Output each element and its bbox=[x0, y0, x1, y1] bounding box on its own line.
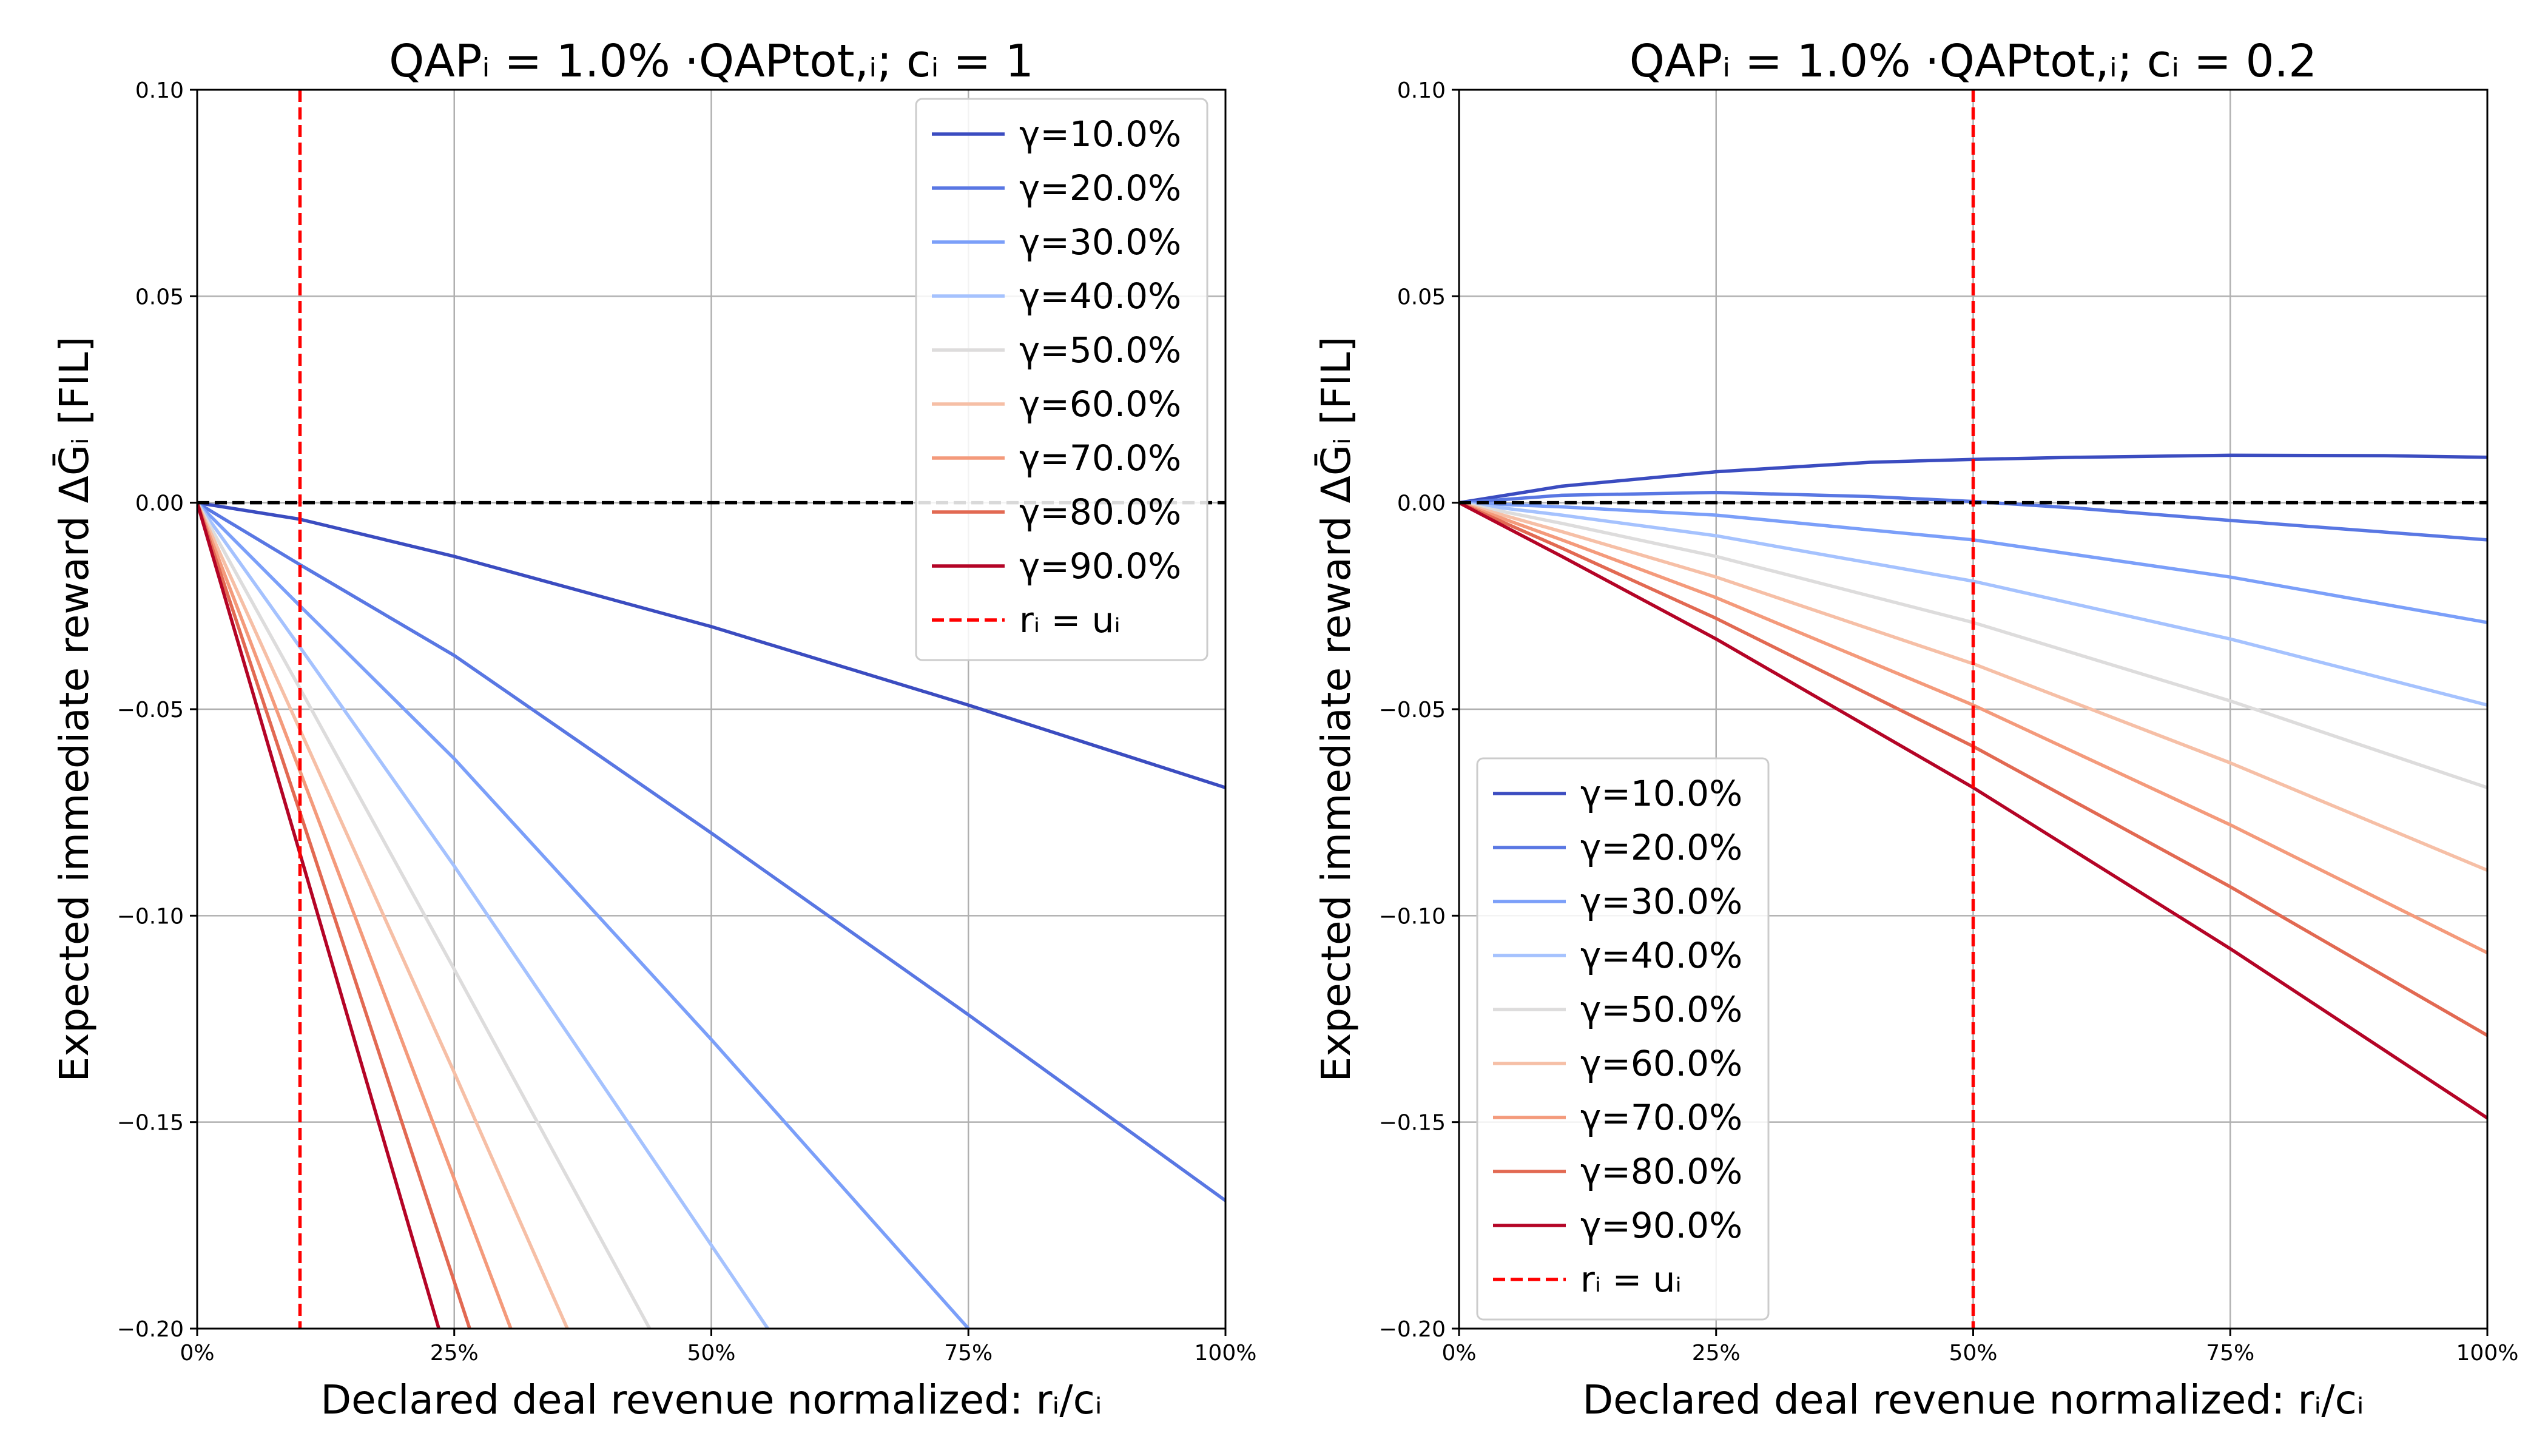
x-tick-label: 75% bbox=[2206, 1341, 2254, 1366]
y-tick-label: −0.05 bbox=[1379, 698, 1446, 723]
plot-series bbox=[1459, 453, 2487, 1120]
y-tick-label: −0.20 bbox=[117, 1317, 184, 1342]
x-tick-label: 0% bbox=[180, 1341, 214, 1366]
series-line-gamma-50 bbox=[197, 502, 652, 1329]
series-line-gamma-30 bbox=[1459, 500, 2487, 624]
y-axis-label: Expected immediate reward ΔḠᵢ [FIL] bbox=[1313, 337, 1360, 1082]
legend-label: γ=20.0% bbox=[1019, 167, 1181, 209]
legend-label: γ=60.0% bbox=[1019, 383, 1181, 425]
series-line-gamma-30 bbox=[197, 501, 970, 1329]
legend-label: γ=70.0% bbox=[1019, 437, 1181, 479]
left-chart: 0% 25% 50% 75% 100% −0.20 −0.15 −0.10 −0.05 0.00 0… bbox=[51, 35, 1256, 1423]
series-line-gamma-90 bbox=[1459, 501, 2487, 1120]
y-tick-label: −0.15 bbox=[1379, 1111, 1446, 1136]
legend-label: γ=70.0% bbox=[1580, 1097, 1742, 1138]
plot-series bbox=[197, 500, 1225, 1329]
x-tick-label: 0% bbox=[1441, 1341, 1476, 1366]
series-line-gamma-60 bbox=[197, 502, 569, 1329]
x-tick-label: 25% bbox=[1692, 1341, 1741, 1366]
y-tick-label: 0.10 bbox=[1397, 78, 1446, 103]
legend-label: γ=40.0% bbox=[1019, 275, 1181, 317]
series-line-gamma-10 bbox=[197, 500, 1225, 789]
x-tick-label: 100% bbox=[1195, 1341, 1257, 1366]
legend-label: γ=10.0% bbox=[1580, 773, 1742, 814]
legend-box bbox=[1476, 757, 1770, 1321]
series-line-gamma-70 bbox=[197, 502, 513, 1329]
legend-label: γ=30.0% bbox=[1019, 221, 1181, 263]
legend-label: γ=50.0% bbox=[1580, 989, 1742, 1030]
series-line-gamma-80 bbox=[1459, 501, 2487, 1037]
chart-title: QAPᵢ = 1.0% ·QAPtot,ᵢ; cᵢ = 1 bbox=[389, 35, 1034, 87]
y-tick-label: 0.00 bbox=[135, 491, 184, 516]
legend-label: γ=60.0% bbox=[1580, 1043, 1742, 1084]
series-line-gamma-20 bbox=[197, 501, 1225, 1202]
y-tick-label: −0.15 bbox=[117, 1111, 184, 1136]
y-axis-label: Expected immediate reward ΔḠᵢ [FIL] bbox=[51, 337, 98, 1082]
legend-label: γ=80.0% bbox=[1019, 491, 1181, 533]
x-tick-label: 25% bbox=[430, 1341, 479, 1366]
legend: γ=10.0% γ=20.0% γ=30.0% γ=40.0% γ=50.0% γ=60.… bbox=[1476, 757, 1770, 1321]
series-line-gamma-40 bbox=[1459, 500, 2487, 707]
x-axis-label: Declared deal revenue normalized: rᵢ/cᵢ bbox=[1582, 1377, 2364, 1423]
legend-label: rᵢ = uᵢ bbox=[1580, 1259, 1682, 1300]
legend-label: γ=40.0% bbox=[1580, 935, 1742, 976]
legend-label: γ=80.0% bbox=[1580, 1151, 1742, 1192]
legend-label: γ=90.0% bbox=[1019, 545, 1181, 587]
legend: γ=10.0% γ=20.0% γ=30.0% γ=40.0% γ=50.0% γ=60.… bbox=[915, 98, 1208, 661]
y-tick-label: 0.00 bbox=[1397, 491, 1446, 516]
legend-label: γ=20.0% bbox=[1580, 827, 1742, 868]
x-tick-label: 50% bbox=[1949, 1341, 1997, 1366]
legend-label: γ=10.0% bbox=[1019, 113, 1181, 155]
series-line-gamma-70 bbox=[1459, 501, 2487, 955]
series-line-gamma-20 bbox=[1459, 490, 2487, 542]
y-tick-label: 0.05 bbox=[135, 285, 184, 309]
legend-label: γ=30.0% bbox=[1580, 881, 1742, 922]
legend-label: γ=50.0% bbox=[1019, 329, 1181, 371]
chart-title: QAPᵢ = 1.0% ·QAPtot,ᵢ; cᵢ = 0.2 bbox=[1630, 35, 2317, 87]
series-line-gamma-50 bbox=[1459, 501, 2487, 789]
x-axis-label: Declared deal revenue normalized: rᵢ/cᵢ bbox=[320, 1377, 1102, 1423]
y-tick-label: −0.10 bbox=[117, 904, 184, 929]
y-tick-label: −0.20 bbox=[1379, 1317, 1446, 1342]
y-tick-label: −0.10 bbox=[1379, 904, 1446, 929]
right-chart: 0% 25% 50% 75% 100% −0.20 −0.15 −0.10 −0.05 0.00 0… bbox=[1313, 35, 2518, 1423]
series-line-gamma-60 bbox=[1459, 501, 2487, 872]
legend-label: rᵢ = uᵢ bbox=[1019, 599, 1121, 641]
legend-label: γ=90.0% bbox=[1580, 1205, 1742, 1246]
x-tick-label: 50% bbox=[687, 1341, 735, 1366]
series-line-gamma-40 bbox=[197, 502, 769, 1329]
x-tick-label: 100% bbox=[2456, 1341, 2519, 1366]
legend-box bbox=[915, 98, 1208, 661]
y-tick-label: 0.10 bbox=[135, 78, 184, 103]
y-tick-label: 0.05 bbox=[1397, 285, 1446, 309]
x-tick-label: 75% bbox=[944, 1341, 993, 1366]
y-tick-label: −0.05 bbox=[117, 698, 184, 723]
